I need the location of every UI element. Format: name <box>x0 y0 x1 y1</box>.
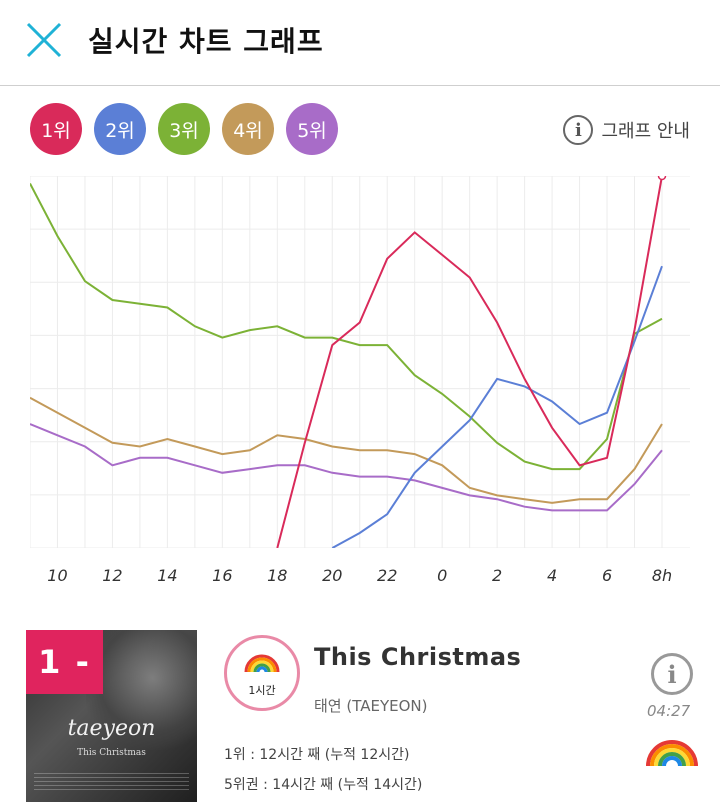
graph-guide-button[interactable]: i 그래프 안내 <box>563 114 690 146</box>
x-tick-label: 22 <box>377 566 398 585</box>
series-line-rank-4 <box>30 396 663 504</box>
rank-3-button[interactable]: 3위 <box>158 103 210 155</box>
song-artist[interactable]: 태연 (TAEYEON) <box>314 697 428 715</box>
rank-1-duration-stat: 1위 : 12시간 째 (누적 12시간) <box>224 747 410 763</box>
x-tick-label: 16 <box>212 566 233 585</box>
x-tick-label: 12 <box>102 566 123 585</box>
series-line-rank-3 <box>30 183 663 471</box>
x-tick-label: 14 <box>157 566 178 585</box>
header: 실시간 차트 그래프 <box>0 0 720 86</box>
rank-2-button[interactable]: 2위 <box>94 103 146 155</box>
info-icon: i <box>563 115 594 145</box>
album-photo <box>86 630 197 750</box>
x-tick-label: 4 <box>546 566 558 585</box>
rank-4-button[interactable]: 4위 <box>222 103 274 155</box>
x-tick-label: 2 <box>492 566 503 585</box>
close-icon[interactable] <box>22 18 66 62</box>
rainbow-icon <box>244 654 280 673</box>
rank-1-button[interactable]: 1위 <box>30 103 82 155</box>
song-info-button[interactable]: i <box>651 653 693 695</box>
rank-badge: 1 - <box>26 630 103 694</box>
rainbow-icon[interactable] <box>646 740 698 766</box>
song-duration: 04:27 <box>647 702 691 720</box>
hour-badge-label: 1시간 <box>248 684 276 697</box>
album-artist-text: taeyeon <box>67 716 156 741</box>
x-tick-label: 18 <box>267 566 288 585</box>
rank-line-chart <box>30 176 690 548</box>
song-title[interactable]: This Christmas <box>314 643 522 671</box>
x-tick-label: 8h <box>651 566 673 585</box>
x-tick-label: 0 <box>437 566 448 585</box>
series-line-rank-1 <box>276 176 663 548</box>
rank-5-button[interactable]: 5위 <box>286 103 338 155</box>
x-tick-label: 6 <box>601 566 613 585</box>
top-5-duration-stat: 5위권 : 14시간 째 (누적 14시간) <box>224 777 423 793</box>
current-point-marker <box>657 176 667 181</box>
x-tick-label: 10 <box>47 566 68 585</box>
close-button[interactable] <box>22 18 66 62</box>
graph-guide-label: 그래프 안내 <box>601 121 690 142</box>
series-line-rank-2 <box>331 265 663 548</box>
series-line-rank-5 <box>30 423 663 512</box>
album-title-text: This Christmas <box>77 748 146 758</box>
album-fine-print <box>34 770 189 790</box>
chart-grid <box>30 176 690 548</box>
info-icon: i <box>667 659 677 689</box>
page-title: 실시간 차트 그래프 <box>88 25 324 58</box>
hour-badge: 1시간 <box>224 635 300 711</box>
x-axis-labels: 10 12 14 16 18 20 22 0 2 4 6 8h <box>0 566 720 596</box>
x-tick-label: 20 <box>322 566 343 585</box>
